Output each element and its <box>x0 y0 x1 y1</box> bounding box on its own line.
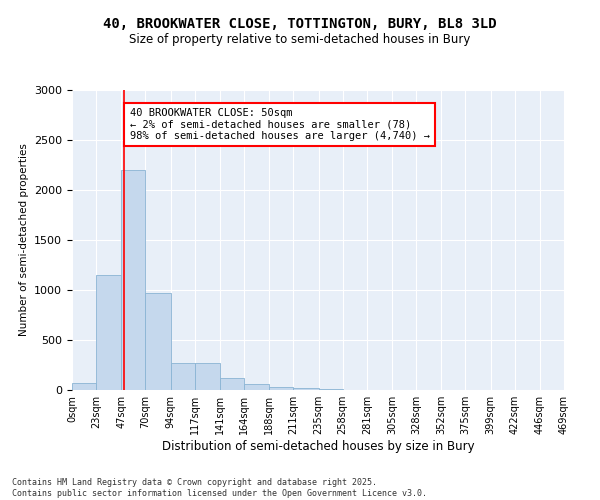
Bar <box>72 382 96 390</box>
Bar <box>195 363 220 390</box>
X-axis label: Distribution of semi-detached houses by size in Bury: Distribution of semi-detached houses by … <box>161 440 475 453</box>
Bar <box>121 170 145 390</box>
Text: Size of property relative to semi-detached houses in Bury: Size of property relative to semi-detach… <box>130 32 470 46</box>
Bar <box>220 378 244 390</box>
Bar <box>319 389 343 390</box>
Bar <box>145 293 170 390</box>
Text: 40 BROOKWATER CLOSE: 50sqm
← 2% of semi-detached houses are smaller (78)
98% of : 40 BROOKWATER CLOSE: 50sqm ← 2% of semi-… <box>130 108 430 141</box>
Bar <box>269 387 293 390</box>
Bar <box>96 275 121 390</box>
Y-axis label: Number of semi-detached properties: Number of semi-detached properties <box>19 144 29 336</box>
Bar <box>293 388 319 390</box>
Bar <box>244 384 269 390</box>
Bar <box>170 363 195 390</box>
Text: Contains HM Land Registry data © Crown copyright and database right 2025.
Contai: Contains HM Land Registry data © Crown c… <box>12 478 427 498</box>
Text: 40, BROOKWATER CLOSE, TOTTINGTON, BURY, BL8 3LD: 40, BROOKWATER CLOSE, TOTTINGTON, BURY, … <box>103 18 497 32</box>
